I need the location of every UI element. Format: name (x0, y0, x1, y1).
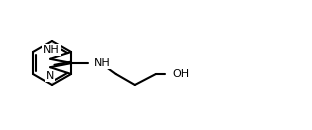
Text: N: N (46, 71, 54, 81)
Text: NH: NH (94, 58, 110, 68)
Text: OH: OH (172, 69, 189, 79)
Text: NH: NH (43, 45, 60, 55)
